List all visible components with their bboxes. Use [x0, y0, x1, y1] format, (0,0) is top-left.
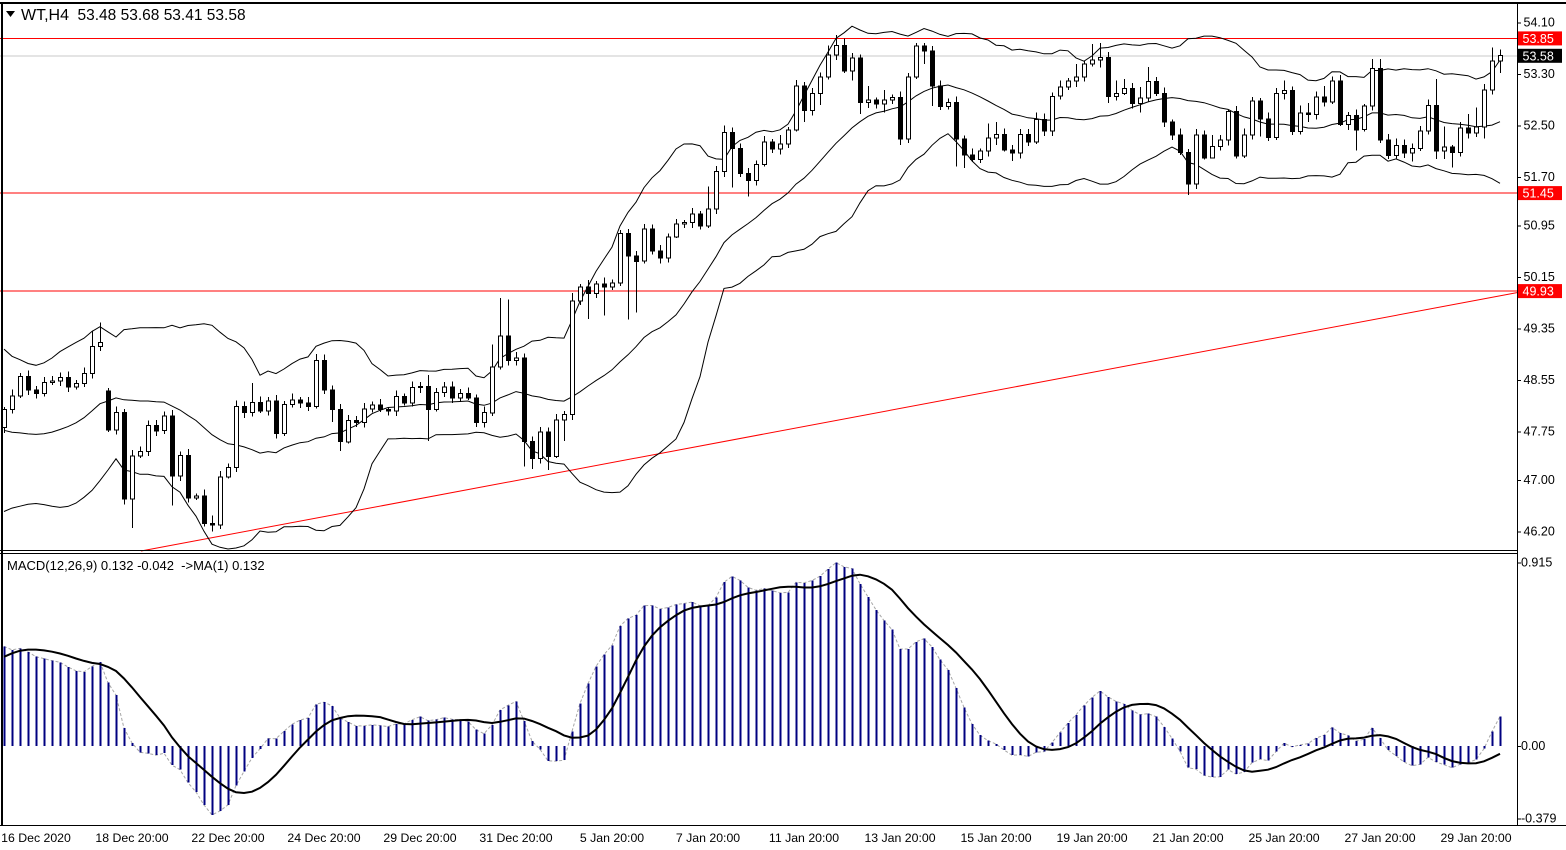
svg-text:49.35: 49.35: [1524, 321, 1555, 335]
svg-text:0.915: 0.915: [1521, 556, 1552, 570]
svg-text:24 Dec 20:00: 24 Dec 20:00: [287, 831, 360, 845]
svg-text:53.30: 53.30: [1524, 67, 1555, 81]
svg-text:49.93: 49.93: [1523, 285, 1554, 299]
svg-text:31 Dec 20:00: 31 Dec 20:00: [479, 831, 552, 845]
svg-text:51.45: 51.45: [1523, 187, 1554, 201]
svg-text:54.10: 54.10: [1524, 15, 1555, 29]
svg-text:MACD(12,26,9) 0.132 -0.042 ->: MACD(12,26,9) 0.132 -0.042 ->MA(1) 0.132: [7, 558, 265, 573]
svg-text:51.70: 51.70: [1524, 170, 1555, 184]
svg-text:15 Jan 20:00: 15 Jan 20:00: [960, 831, 1031, 845]
svg-text:13 Jan 20:00: 13 Jan 20:00: [864, 831, 935, 845]
svg-text:21 Jan 20:00: 21 Jan 20:00: [1152, 831, 1223, 845]
svg-text:48.55: 48.55: [1524, 373, 1555, 387]
svg-text:22 Dec 20:00: 22 Dec 20:00: [191, 831, 264, 845]
svg-text:50.95: 50.95: [1524, 218, 1555, 232]
svg-text:7 Jan 20:00: 7 Jan 20:00: [676, 831, 740, 845]
svg-text:18 Dec 20:00: 18 Dec 20:00: [95, 831, 168, 845]
svg-text:46.20: 46.20: [1524, 525, 1555, 539]
svg-text:53.48 53.68 53.41 53.58: 53.48 53.68 53.41 53.58: [78, 7, 246, 24]
svg-text:19 Jan 20:00: 19 Jan 20:00: [1056, 831, 1127, 845]
svg-text:50.15: 50.15: [1524, 270, 1555, 284]
svg-text:0.00: 0.00: [1521, 739, 1545, 753]
svg-text:11 Jan 20:00: 11 Jan 20:00: [769, 831, 839, 845]
svg-text:47.00: 47.00: [1524, 473, 1555, 487]
svg-text:27 Jan 20:00: 27 Jan 20:00: [1344, 831, 1415, 845]
svg-text:-0.379: -0.379: [1521, 811, 1556, 825]
svg-text:16 Dec 2020: 16 Dec 2020: [1, 831, 71, 845]
svg-text:53.58: 53.58: [1523, 49, 1554, 63]
svg-text:52.50: 52.50: [1524, 118, 1555, 132]
svg-text:29 Dec 20:00: 29 Dec 20:00: [383, 831, 456, 845]
svg-text:25 Jan 20:00: 25 Jan 20:00: [1248, 831, 1319, 845]
svg-text:5 Jan 20:00: 5 Jan 20:00: [580, 831, 644, 845]
svg-text:53.85: 53.85: [1523, 32, 1554, 46]
svg-text:WT,H4: WT,H4: [21, 7, 69, 24]
svg-text:47.75: 47.75: [1524, 425, 1555, 439]
svg-text:29 Jan 20:00: 29 Jan 20:00: [1440, 831, 1511, 845]
